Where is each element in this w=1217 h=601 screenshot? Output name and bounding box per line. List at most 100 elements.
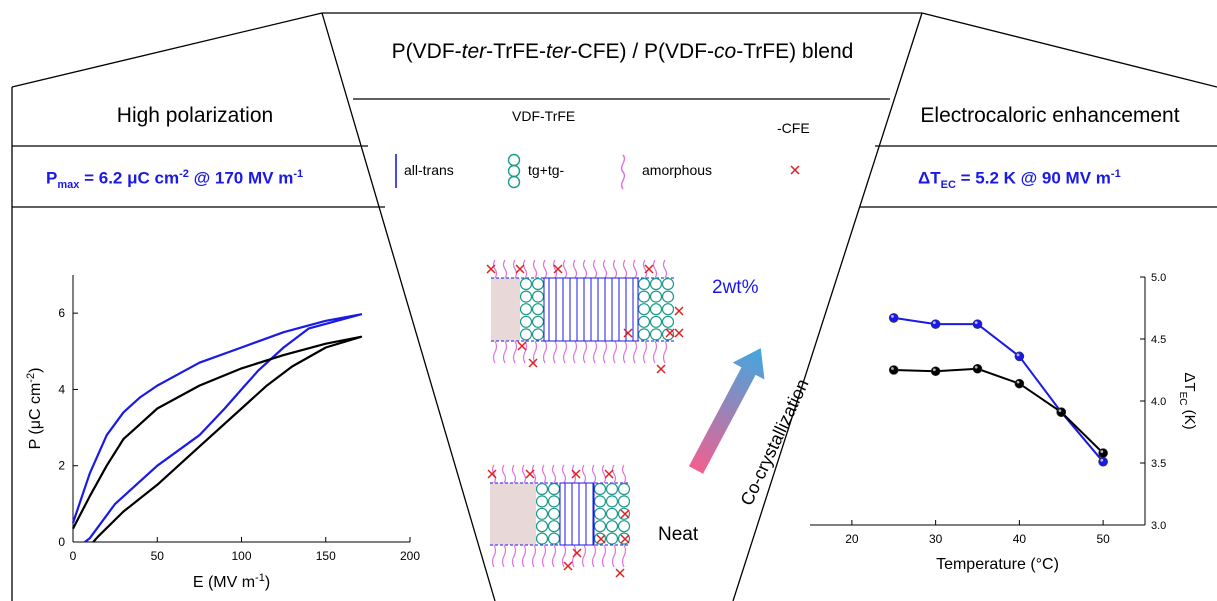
cfe-mark bbox=[528, 358, 538, 368]
electrocaloric-chart: 20 30 40 50 3.0 3.5 4.0 4.5 5.0 Temperature (°C) Δ… bbox=[810, 272, 1198, 573]
y-tick-label: 2 bbox=[58, 459, 65, 473]
tg-chain bbox=[519, 315, 533, 328]
tg-chain bbox=[649, 290, 663, 303]
amorphous-chain bbox=[581, 464, 587, 484]
tg-chain bbox=[617, 520, 631, 533]
amorphous-chain bbox=[532, 340, 538, 364]
legend-amorphous: amorphous bbox=[642, 162, 713, 178]
amorphous-chain bbox=[522, 259, 528, 279]
cfe-mark bbox=[553, 264, 563, 274]
tg-chain bbox=[519, 328, 533, 341]
legend-icons bbox=[395, 153, 800, 190]
data-point bbox=[1098, 448, 1108, 458]
tg-chain bbox=[519, 290, 533, 303]
tg-chain bbox=[661, 303, 675, 316]
amorphous-chain bbox=[621, 464, 627, 484]
amorphous-chain bbox=[601, 464, 607, 484]
amorphous-chain bbox=[612, 340, 618, 364]
data-point-highlight bbox=[891, 315, 894, 318]
left-panel-title: High polarization bbox=[116, 104, 274, 127]
x-tick-label: 50 bbox=[151, 549, 165, 563]
cfe-mark bbox=[571, 469, 581, 479]
y-axis-label: ΔTEC (K) bbox=[1177, 372, 1198, 429]
amorphous-chain bbox=[562, 340, 568, 364]
tg-chain bbox=[649, 315, 663, 328]
cfe-mark bbox=[620, 534, 630, 544]
amorphous-chain bbox=[511, 464, 517, 484]
tg-chain bbox=[617, 482, 631, 496]
cfe-mark bbox=[563, 561, 573, 571]
label-neat: Neat bbox=[658, 524, 699, 545]
amorphous-chain bbox=[561, 544, 567, 568]
amorphous-chain bbox=[531, 544, 537, 568]
amorphous-chain bbox=[622, 340, 628, 364]
tg-chain bbox=[637, 277, 651, 291]
amorphous-chain bbox=[502, 259, 508, 279]
amorphous-chain bbox=[592, 259, 598, 279]
amorphous-chain bbox=[542, 340, 548, 364]
electrocaloric-metric: ΔTEC = 5.2 K @ 90 MV m-1 bbox=[918, 168, 1121, 192]
x-tick-label: 100 bbox=[231, 549, 251, 563]
structure-neat bbox=[487, 464, 631, 578]
tg-chain bbox=[661, 315, 675, 328]
legend-cfe: -CFE bbox=[777, 120, 810, 136]
amorphous-chain bbox=[491, 544, 497, 568]
tg-chain bbox=[531, 290, 545, 303]
amorphous-chain bbox=[492, 259, 498, 279]
tg-chain bbox=[535, 520, 549, 533]
amorphous-chain bbox=[612, 259, 618, 279]
tg-chain bbox=[637, 328, 651, 341]
amorphous-chain bbox=[532, 259, 538, 279]
amorphous-chain bbox=[561, 464, 567, 484]
tg-chain bbox=[547, 495, 561, 508]
data-point-highlight bbox=[1100, 450, 1104, 453]
tg-chain bbox=[535, 507, 549, 520]
data-point bbox=[1056, 407, 1067, 417]
cfe-mark bbox=[620, 509, 630, 519]
amorphous-chain bbox=[662, 259, 668, 279]
data-point-highlight bbox=[974, 365, 978, 369]
header-title: P(VDF-ter-TrFE-ter-CFE) / P(VDF-co-TrFE)… bbox=[391, 40, 854, 63]
tg-chain bbox=[519, 277, 533, 291]
tg-chain bbox=[593, 495, 607, 508]
tg-chain bbox=[519, 303, 533, 316]
tg-chain bbox=[547, 520, 561, 533]
x-tick-label: 30 bbox=[929, 532, 943, 546]
data-point bbox=[1014, 351, 1025, 362]
amorphous-chain bbox=[521, 544, 527, 568]
tg-chain bbox=[661, 328, 675, 341]
tg-chain bbox=[605, 507, 619, 520]
tg-chain bbox=[531, 315, 545, 328]
tg-chain bbox=[531, 277, 545, 291]
tg-icon bbox=[507, 153, 521, 189]
amorphous-chain bbox=[501, 464, 507, 484]
structure-2wt bbox=[486, 259, 684, 374]
amorphous-chain bbox=[511, 544, 517, 568]
x-tick-label: 0 bbox=[70, 549, 77, 563]
tg-chain bbox=[661, 277, 675, 291]
cfe-mark bbox=[656, 364, 666, 374]
amorphous-chain bbox=[582, 340, 588, 364]
amorphous-chain bbox=[562, 259, 568, 279]
tg-chain bbox=[547, 482, 561, 496]
cfe-mark bbox=[615, 568, 625, 578]
cfe-mark bbox=[596, 534, 606, 544]
data-point bbox=[888, 313, 899, 323]
polarization-metric: Pmax = 6.2 μC cm-2 @ 170 MV m-1 bbox=[46, 168, 304, 192]
amorphous-chain bbox=[552, 259, 558, 279]
tg-chain bbox=[531, 303, 545, 316]
y-tick-label: 4.0 bbox=[1151, 396, 1166, 408]
amorphous-chain bbox=[512, 259, 518, 279]
amorphous-chain bbox=[652, 340, 658, 364]
data-point-highlight bbox=[1100, 458, 1104, 462]
amorphous-chain bbox=[642, 259, 648, 279]
data-point bbox=[930, 366, 941, 377]
amorphous-chain bbox=[581, 544, 587, 568]
amorphous-chain bbox=[552, 340, 558, 364]
amorphous-chain bbox=[591, 544, 597, 568]
tg-chain bbox=[531, 328, 545, 341]
cfe-mark bbox=[644, 264, 654, 274]
data-point-highlight bbox=[1016, 353, 1020, 357]
amorphous-chain bbox=[602, 340, 608, 364]
tg-chain bbox=[649, 303, 663, 316]
